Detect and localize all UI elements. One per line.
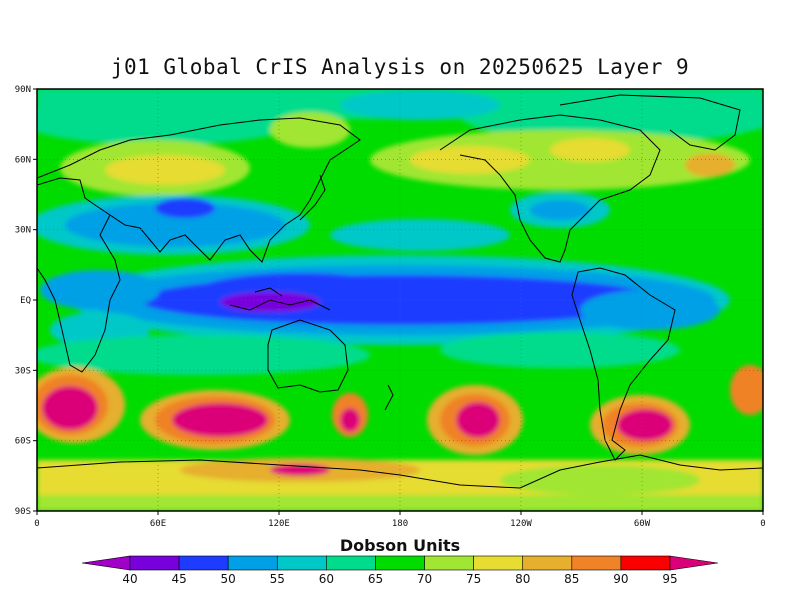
colorbar-swatch bbox=[276, 555, 327, 571]
colorbar-swatch bbox=[227, 555, 278, 571]
colorbar-swatch bbox=[620, 555, 671, 571]
lat-tick-label: 90N bbox=[15, 85, 31, 95]
colorbar-swatch bbox=[424, 555, 474, 571]
colorbar: 40 45 50 55 60 65 70 75 80 85 90 95 bbox=[81, 555, 719, 586]
colorbar-swatch bbox=[473, 555, 524, 571]
map-grid bbox=[37, 89, 763, 511]
colorbar-swatch bbox=[522, 555, 573, 571]
colorbar-tick-label: 70 bbox=[417, 572, 432, 586]
colorbar-tick-label: 75 bbox=[466, 572, 481, 586]
colorbar-swatch bbox=[326, 555, 376, 571]
lon-tick-label: 120E bbox=[268, 519, 290, 529]
lon-tick-label: 0 bbox=[34, 519, 39, 529]
coastlines bbox=[37, 94, 763, 489]
lat-axis: 90N 60N 30N EQ 30S 60S 90S bbox=[15, 85, 37, 517]
colorbar-swatch bbox=[571, 555, 622, 571]
map-title: j01 Global CrIS Analysis on 20250625 Lay… bbox=[110, 55, 690, 79]
colorbar-max-arrow bbox=[669, 555, 719, 571]
colorbar-tick-label: 95 bbox=[662, 572, 677, 586]
colorbar-swatch bbox=[178, 555, 229, 571]
colorbar-tick-label: 60 bbox=[319, 572, 334, 586]
lon-tick-label: 0 bbox=[760, 519, 765, 529]
lat-tick-label: 90S bbox=[15, 507, 31, 517]
colorbar-tick-label: 90 bbox=[613, 572, 628, 586]
lon-tick-label: 60E bbox=[150, 519, 166, 529]
colorbar-tick-label: 40 bbox=[122, 572, 137, 586]
colorbar-swatch bbox=[375, 555, 425, 571]
lat-tick-label: 30N bbox=[15, 226, 31, 236]
colorbar-tick-label: 80 bbox=[515, 572, 530, 586]
colorbar-min-arrow bbox=[81, 555, 131, 571]
colorbar-tick-label: 45 bbox=[171, 572, 186, 586]
colorbar-tick-label: 55 bbox=[270, 572, 285, 586]
colorbar-tick-label: 50 bbox=[221, 572, 236, 586]
colorbar-tick-label: 65 bbox=[368, 572, 383, 586]
lat-tick-label: 60S bbox=[15, 437, 31, 447]
lat-tick-label: EQ bbox=[20, 296, 31, 306]
lon-tick-label: 120W bbox=[510, 519, 532, 529]
lon-axis: 0 60E 120E 180 120W 60W 0 bbox=[34, 511, 766, 529]
lon-tick-label: 60W bbox=[634, 519, 651, 529]
lat-tick-label: 30S bbox=[15, 366, 31, 376]
lat-tick-label: 60N bbox=[15, 155, 31, 165]
lon-tick-label: 180 bbox=[392, 519, 408, 529]
ozone-field bbox=[37, 89, 763, 511]
colorbar-swatch bbox=[129, 555, 180, 571]
colorbar-tick-label: 85 bbox=[564, 572, 579, 586]
colorbar-label: Dobson Units bbox=[339, 536, 461, 555]
